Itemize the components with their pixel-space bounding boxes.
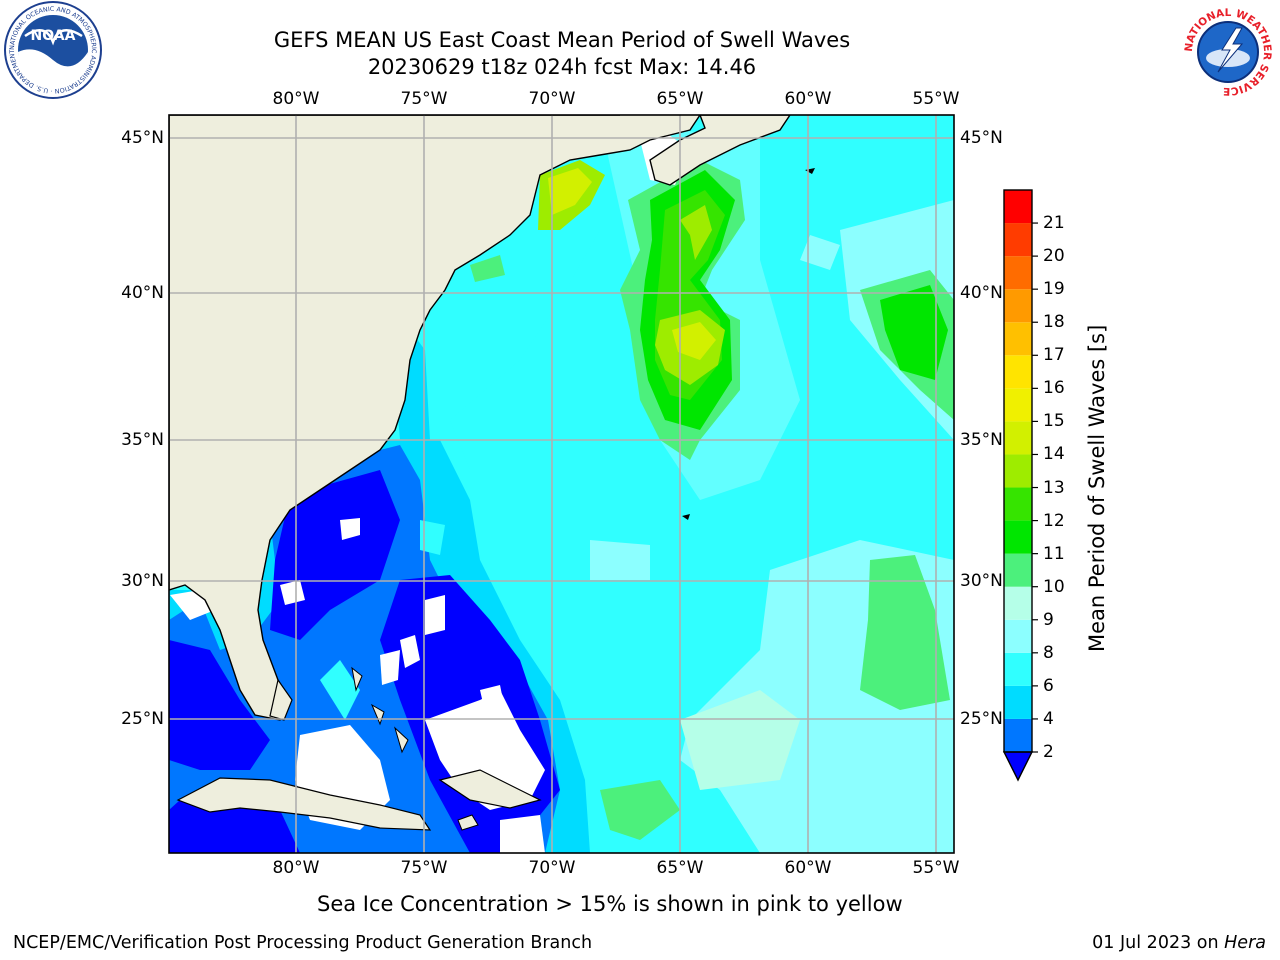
colorbar-band [1004, 421, 1032, 455]
chart-title: GEFS MEAN US East Coast Mean Period of S… [273, 28, 851, 52]
colorbar-band [1004, 355, 1032, 389]
colorbar-band [1004, 652, 1032, 686]
map-frame [168, 114, 955, 854]
colorbar-tick-label: 8 [1043, 642, 1054, 663]
colorbar-title: Mean Period of Swell Waves [s] [1085, 324, 1109, 652]
cuba-landmass [176, 777, 432, 831]
colorbar-tick-label: 13 [1043, 477, 1065, 498]
colorbar-band [1004, 190, 1032, 224]
colorbar-tick-label: 9 [1043, 609, 1054, 630]
lon-label-top: 80°W [272, 89, 320, 109]
colorbar-band [1004, 487, 1032, 521]
colorbar-band [1004, 553, 1032, 587]
footer-date: 01 Jul 2023 on Hera [1092, 932, 1266, 954]
colorbar-tick-label: 6 [1043, 675, 1054, 696]
us-landmass [169, 115, 701, 721]
colorbar-tick-label: 17 [1043, 345, 1065, 366]
lat-label-right: 35°N [960, 430, 1003, 450]
colorbar-band [1004, 685, 1032, 719]
footer-host: Hera [1224, 933, 1266, 953]
lat-label-right: 45°N [960, 128, 1003, 148]
colorbar-band [1004, 388, 1032, 422]
colorbar-band [1004, 520, 1032, 554]
colorbar-tick-label: 21 [1043, 213, 1065, 234]
colorbar-band [1004, 322, 1032, 356]
lon-label-bottom: 60°W [784, 858, 832, 878]
lat-label-left: 40°N [121, 283, 164, 303]
colorbar-band [1004, 289, 1032, 323]
nws-logo: NATIONAL WEATHER SERVICE [1181, 5, 1275, 99]
colorbar-tick-label: 16 [1043, 378, 1065, 399]
lon-label-top: 75°W [400, 89, 448, 109]
colorbar-band [1004, 586, 1032, 620]
chart-subtitle: 20230629 t18z 024h fcst Max: 14.46 [367, 55, 757, 79]
colorbar [1002, 189, 1038, 782]
lat-label-left: 30°N [121, 571, 164, 591]
lon-label-bottom: 65°W [656, 858, 704, 878]
lat-label-left: 25°N [121, 709, 164, 729]
lat-label-right: 30°N [960, 571, 1003, 591]
colorbar-tick-label: 20 [1043, 246, 1065, 267]
lon-label-bottom: 55°W [912, 858, 960, 878]
maritimes-landmass [649, 115, 791, 186]
colorbar-tick-label: 15 [1043, 411, 1065, 432]
noaa-wordmark: NOAA [31, 28, 76, 44]
noaa-logo: NATIONAL OCEANIC AND ATMOSPHERIC ADMINIS… [0, 0, 102, 99]
colorbar-outline [1003, 189, 1033, 753]
colorbar-tick-label: 4 [1043, 708, 1054, 729]
colorbar-tick-label: 12 [1043, 510, 1065, 531]
lon-label-top: 65°W [656, 89, 704, 109]
footer-credit: NCEP/EMC/Verification Post Processing Pr… [13, 933, 593, 953]
colorbar-band [1004, 256, 1032, 290]
lat-label-left: 45°N [121, 128, 164, 148]
graticule [169, 115, 954, 853]
lon-label-top: 60°W [784, 89, 832, 109]
colorbar-under-arrow [1002, 751, 1034, 782]
colorbar-band [1004, 718, 1032, 752]
lon-label-top: 55°W [912, 89, 960, 109]
lon-label-bottom: 80°W [272, 858, 320, 878]
lat-label-right: 40°N [960, 283, 1003, 303]
sea-ice-note: Sea Ice Concentration > 15% is shown in … [317, 892, 903, 916]
footer-date-text: 01 Jul 2023 on [1092, 933, 1225, 953]
colorbar-band [1004, 454, 1032, 488]
colorbar-tick-label: 10 [1043, 576, 1065, 597]
colorbar-tick-label: 2 [1043, 742, 1054, 762]
lon-label-top: 70°W [528, 89, 576, 109]
lat-label-right: 25°N [960, 709, 1003, 729]
lon-label-bottom: 75°W [400, 858, 448, 878]
colorbar-tick-label: 11 [1043, 543, 1065, 564]
colorbar-band [1004, 223, 1032, 257]
colorbar-tick-label: 18 [1043, 312, 1065, 333]
lat-label-left: 35°N [121, 430, 164, 450]
colorbar-tick-label: 19 [1043, 279, 1065, 300]
colorbar-tick-label: 14 [1043, 444, 1065, 465]
lon-label-bottom: 70°W [528, 858, 576, 878]
colorbar-band [1004, 619, 1032, 653]
